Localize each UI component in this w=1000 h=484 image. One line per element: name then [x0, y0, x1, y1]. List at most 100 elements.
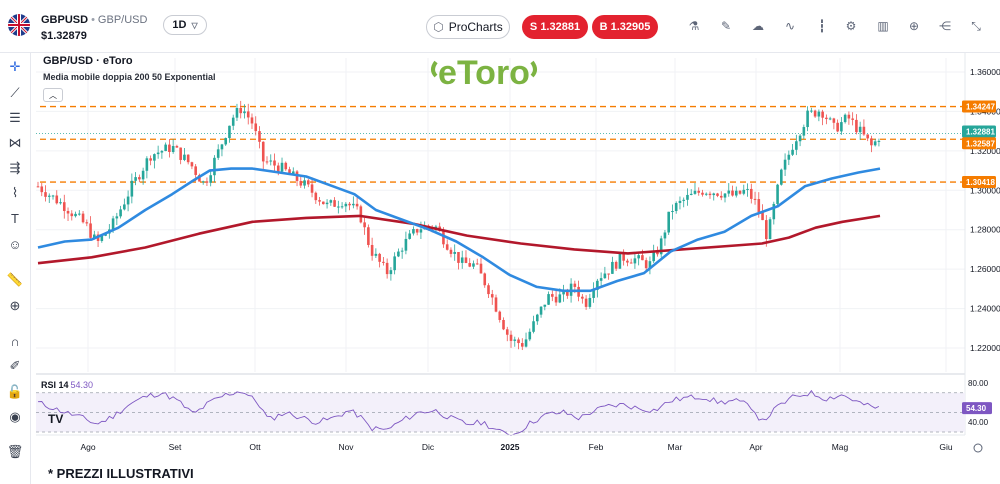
zoom-icon[interactable]: ⊕ — [9, 298, 21, 313]
candle-body-down — [55, 195, 59, 204]
candle-body-up — [224, 138, 228, 145]
candles-icon[interactable]: ┇ — [818, 19, 826, 33]
price-tag — [962, 176, 996, 189]
pattern-icon[interactable]: ⋈ — [8, 135, 22, 150]
candle-body-down — [573, 283, 577, 287]
candle-body-down — [656, 251, 659, 255]
candle-body-up — [652, 251, 655, 262]
candle-body-down — [509, 334, 513, 341]
x-tick-label: Giu — [939, 442, 953, 452]
candle-body-up — [74, 213, 77, 217]
watermark-leaf-right — [530, 60, 537, 78]
price-tag-label: 1.30418 — [966, 178, 995, 187]
candle-body-down — [81, 213, 85, 223]
candle-body-up — [723, 193, 727, 198]
candle-body-up — [734, 190, 738, 196]
candle-body-down — [716, 193, 719, 196]
candle-body-down — [701, 192, 704, 195]
candle-body-up — [727, 190, 731, 194]
ruler-icon[interactable]: 📏 — [6, 272, 24, 287]
candle-body-down — [866, 134, 869, 139]
x-tick-label: 2025 — [501, 442, 520, 452]
candle-body-down — [254, 123, 258, 132]
chart-title: GBP/USD · eToro — [43, 55, 133, 67]
candle-body-up — [213, 157, 216, 176]
trendline-icon[interactable]: ⟋ — [10, 85, 20, 100]
candle-body-down — [445, 244, 449, 250]
rsi-line[interactable] — [37, 389, 880, 436]
ema-50-line[interactable] — [37, 167, 881, 293]
candle-body-down — [483, 273, 487, 286]
candle-body-up — [592, 289, 595, 298]
procharts-button[interactable]: ⬡ ProCharts — [426, 15, 510, 39]
price-tag-label: 1.32881 — [966, 127, 995, 136]
instrument-name[interactable]: GBPUSD • GBP/USD — [41, 14, 148, 26]
candle-body-down — [862, 126, 866, 135]
candle-body-down — [415, 229, 419, 233]
candle-body-down — [607, 273, 610, 275]
buy-button[interactable]: B 1.32905 — [592, 15, 658, 39]
candle-body-up — [689, 193, 693, 195]
candle-body-up — [472, 263, 475, 267]
candle-body-down — [870, 138, 873, 146]
candle-body-down — [175, 146, 179, 148]
candle-body-up — [460, 257, 464, 263]
add-icon[interactable]: ⊕ — [908, 19, 920, 33]
candle-body-up — [220, 144, 224, 150]
candle-body-up — [659, 238, 663, 255]
ema-200-line[interactable] — [37, 214, 881, 265]
share-icon[interactable]: ⋲ — [939, 19, 951, 33]
candle-body-down — [626, 260, 629, 263]
candle-body-down — [333, 200, 336, 207]
line-type-icon[interactable]: ∿ — [784, 19, 796, 33]
candle-body-down — [738, 190, 742, 194]
lock-icon[interactable]: 🔓 — [6, 384, 24, 399]
emoji-icon[interactable]: ☺ — [8, 236, 22, 252]
candle-body-down — [855, 119, 858, 133]
chart-type-icon[interactable]: ▥ — [877, 19, 889, 33]
rsi-tick-label: 40.00 — [968, 418, 989, 427]
candle-body-up — [712, 193, 716, 196]
candle-body-down — [265, 161, 269, 163]
rsi-label: RSI 14 — [41, 380, 69, 390]
candle-body-down — [261, 141, 265, 162]
crosshair-icon[interactable]: ✛ — [9, 59, 21, 74]
candle-body-up — [130, 180, 134, 197]
candle-body-up — [453, 251, 457, 254]
fib-icon[interactable]: ☰ — [9, 110, 21, 125]
candle-body-up — [153, 154, 156, 161]
x-tick-label: Mag — [832, 442, 849, 452]
x-tick-label: Ott — [249, 442, 261, 452]
settings-icon[interactable]: ⚙ — [845, 19, 857, 33]
candle-body-up — [817, 111, 821, 117]
sell-button[interactable]: S 1.32881 — [522, 15, 588, 39]
collapse-legend-button[interactable]: ︿ — [43, 88, 63, 102]
cloud-icon[interactable]: ☁ — [752, 19, 764, 33]
candle-body-down — [179, 147, 182, 160]
timeframe-selector[interactable]: 1D ▽ — [163, 15, 207, 35]
procharts-label: ProCharts — [448, 20, 503, 34]
collapse-icon[interactable]: ⤡ — [971, 18, 981, 33]
brush-icon[interactable]: ⌇ — [11, 185, 19, 200]
y-tick-label: 1.36000 — [970, 67, 1000, 77]
indicators-icon[interactable]: ⚗ — [688, 19, 700, 33]
candle-body-up — [633, 258, 637, 264]
candle-body-up — [806, 110, 809, 128]
candle-body-down — [836, 122, 839, 132]
time-settings-icon[interactable] — [973, 443, 983, 453]
candle-body-down — [581, 296, 584, 299]
candle-body-up — [134, 177, 137, 181]
text-icon[interactable]: T — [11, 210, 19, 226]
candle-body-down — [149, 158, 152, 161]
rsi-value-tag — [962, 402, 992, 415]
candle-body-down — [66, 210, 70, 214]
candle-body-up — [231, 117, 235, 126]
measure-icon[interactable]: ⇶ — [9, 160, 21, 175]
candle-body-up — [776, 184, 779, 204]
pencil-lock-icon[interactable]: ✐ — [9, 358, 21, 373]
trash-icon[interactable]: 🗑 — [6, 444, 24, 459]
draw-icon[interactable]: ✎ — [720, 19, 732, 33]
magnet-icon[interactable]: ∩ — [10, 333, 20, 349]
eye-icon[interactable]: ◉ — [9, 409, 21, 424]
